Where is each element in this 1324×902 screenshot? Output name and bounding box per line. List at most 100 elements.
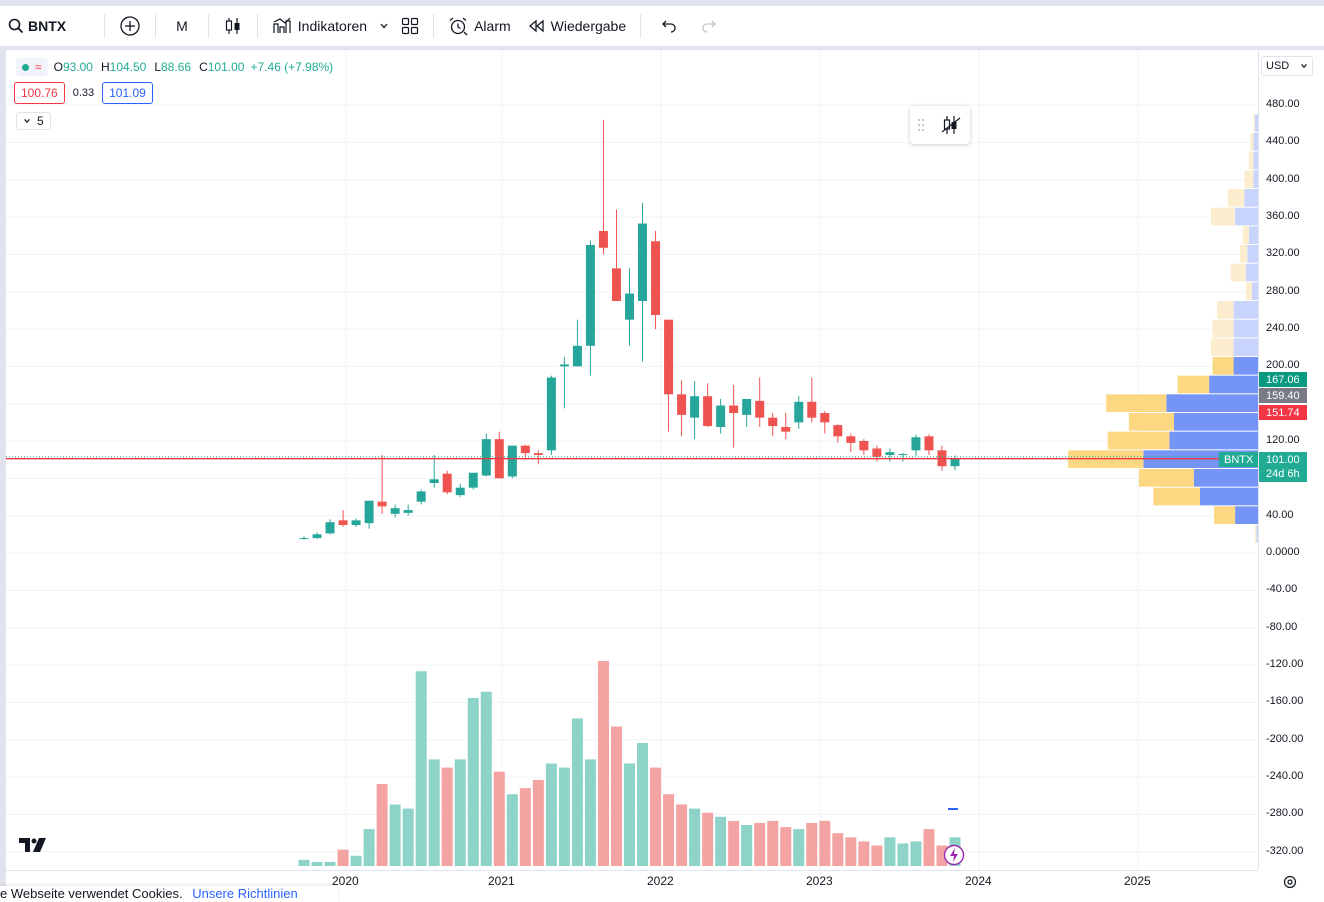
candle-body	[911, 437, 921, 451]
indicators-button[interactable]: Indikatoren	[264, 10, 375, 42]
volume-profile-down-bar	[1233, 338, 1258, 356]
candle-body	[546, 377, 556, 451]
drag-handle-icon[interactable]	[917, 118, 925, 132]
top-toolbar: BNTX M Indikatoren Alarm Wiedergabe	[0, 6, 1324, 50]
currency-label: USD	[1266, 60, 1290, 72]
chevron-down-icon	[24, 119, 30, 124]
symbol-label: BNTX	[28, 18, 67, 34]
volume-bar	[858, 841, 870, 866]
volume-bar	[780, 827, 792, 866]
candle-body	[377, 501, 387, 507]
volume-profile-up-bar	[1211, 338, 1234, 356]
volume-bar	[324, 861, 336, 866]
volume-bar	[624, 763, 635, 866]
candle-body	[885, 452, 895, 455]
chart-type-button[interactable]	[215, 10, 251, 42]
candle-body	[416, 491, 426, 502]
volume-bar	[584, 759, 596, 866]
volume-profile-up-bar	[1106, 394, 1167, 412]
cookie-text: e Webseite verwendet Cookies.	[0, 886, 183, 901]
redo-button[interactable]	[689, 10, 731, 42]
volume-profile-down-bar	[1247, 245, 1258, 263]
volume-bar	[871, 845, 883, 866]
candle-body	[572, 345, 582, 367]
price-tick-label: 120.00	[1266, 434, 1300, 446]
volume-profile-down-bar	[1256, 525, 1258, 543]
volume-profile-down-bar	[1233, 301, 1258, 319]
price-tick-label: 280.00	[1266, 284, 1300, 297]
lightning-alert-button[interactable]	[943, 844, 965, 871]
volume-bar	[650, 767, 662, 866]
bid-ask-row: 100.76 0.33 101.09	[14, 82, 153, 104]
chart-pane[interactable]	[6, 50, 1258, 870]
tradingview-logo[interactable]	[18, 836, 50, 859]
price-tick-label: 240.00	[1266, 322, 1300, 334]
candle-body	[455, 487, 465, 496]
alarm-button[interactable]: Alarm	[440, 10, 519, 42]
volume-bar	[298, 859, 310, 866]
time-axis[interactable]	[6, 870, 1258, 895]
candle-body	[299, 538, 309, 540]
volume-bar	[897, 843, 909, 866]
volume-profile-up-bar	[1212, 357, 1234, 375]
candle-body	[846, 436, 856, 443]
candle-body	[924, 436, 934, 451]
open-value: 93.00	[62, 60, 93, 74]
open-key: O	[53, 60, 63, 74]
window-top-border	[0, 0, 1324, 6]
toolbar-divider	[433, 14, 435, 38]
volume-bar	[936, 845, 948, 866]
sell-price-button[interactable]: 100.76	[14, 82, 65, 104]
candle-pattern-icon[interactable]	[939, 113, 963, 137]
volume-bar	[337, 849, 349, 866]
candle-body	[351, 520, 361, 525]
price-tick-label: 360.00	[1266, 210, 1300, 222]
volume-bar	[597, 661, 609, 866]
indicators-collapse-toggle[interactable]: 5	[16, 112, 51, 130]
volume-profile-down-bar	[1209, 375, 1258, 394]
undo-button[interactable]	[647, 10, 689, 42]
time-tick-label: 2023	[806, 874, 833, 888]
chevron-down-icon	[380, 23, 388, 29]
chart-settings-button[interactable]	[1282, 874, 1298, 895]
volume-bar	[845, 837, 857, 866]
series-status-pill[interactable]: ≈	[16, 58, 48, 76]
currency-select[interactable]: USD	[1261, 56, 1313, 76]
cookie-banner: e Webseite verwendet Cookies. Unsere Ric…	[0, 886, 338, 902]
indicators-dropdown[interactable]	[375, 10, 393, 42]
symbol-price-tag: BNTX	[1219, 452, 1259, 467]
time-tick-label: 2025	[1124, 874, 1151, 888]
candle-body	[468, 472, 478, 488]
price-tick-label: 480.00	[1266, 98, 1300, 110]
time-tick-label: 2022	[647, 874, 674, 888]
chevron-down-icon	[1301, 64, 1307, 69]
candle-body	[312, 534, 322, 539]
templates-button[interactable]	[393, 10, 427, 42]
volume-profile-down-bar	[1245, 263, 1258, 282]
volume-bar	[402, 808, 414, 866]
cookie-policy-link[interactable]: Unsere Richtlinien	[192, 886, 298, 901]
price-tick-label: 40.00	[1266, 508, 1294, 521]
candles-icon	[225, 18, 240, 34]
volume-profile-up-bar	[1248, 151, 1254, 170]
interval-button[interactable]: M	[162, 10, 202, 42]
volume-bar	[676, 804, 688, 866]
volume-bar	[806, 822, 818, 866]
volume-bar	[415, 671, 427, 866]
replay-button[interactable]: Wiedergabe	[519, 10, 635, 42]
price-tick-label: -160.00	[1266, 695, 1304, 708]
volume-profile-up-bar	[1227, 189, 1245, 207]
price-tick-label: -320.00	[1266, 844, 1304, 857]
buy-price-button[interactable]: 101.09	[102, 82, 153, 104]
price-tick-label: 320.00	[1266, 247, 1300, 260]
price-tick-label: -80.00	[1266, 620, 1298, 633]
time-tick-label: 2024	[965, 874, 992, 888]
compare-symbol-button[interactable]	[111, 10, 149, 42]
chart-canvas[interactable]	[6, 50, 1258, 870]
candle-body	[742, 399, 752, 415]
symbol-search[interactable]: BNTX	[0, 10, 74, 42]
volume-bar	[610, 726, 622, 866]
candle-body	[651, 241, 661, 315]
volume-bar	[571, 718, 583, 866]
volume-profile-down-bar	[1173, 413, 1258, 431]
